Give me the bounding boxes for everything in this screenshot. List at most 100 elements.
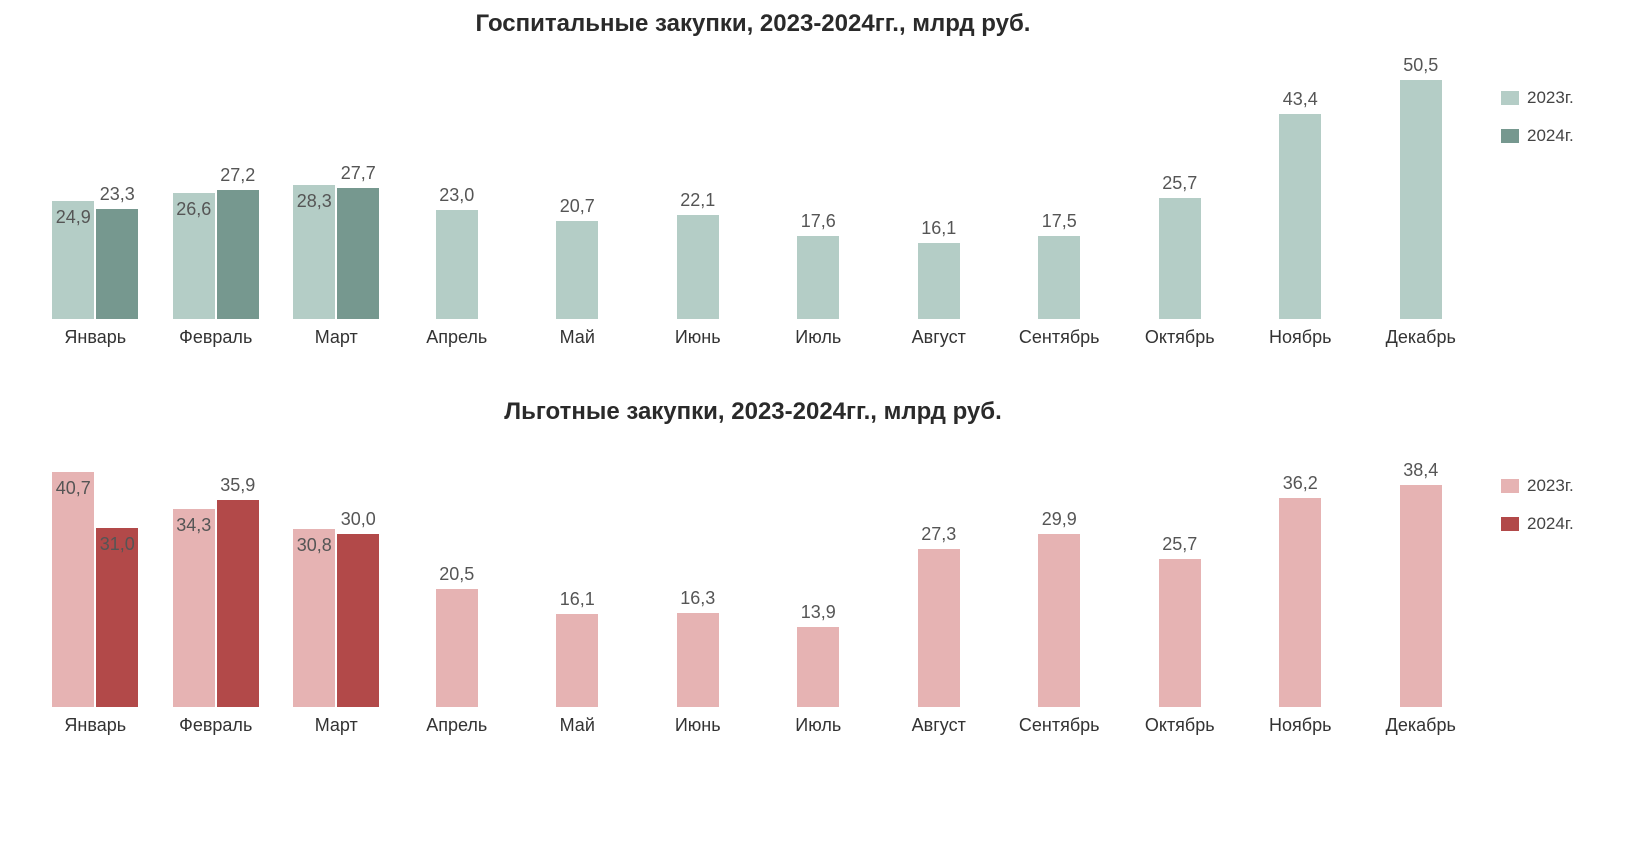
bar-series-1: 25,7: [1159, 198, 1201, 319]
month-label: Май: [560, 327, 595, 348]
bar-series-2: 27,7: [337, 188, 379, 319]
bar-value-label: 38,4: [1403, 460, 1438, 481]
bar-series-1: 16,3: [677, 613, 719, 707]
bar-value-label: 25,7: [1162, 173, 1197, 194]
bar-series-1: 16,1: [918, 243, 960, 319]
bar-value-label: 23,3: [100, 184, 135, 205]
bar-series-1: 34,3: [173, 509, 215, 707]
bar-value-label: 20,7: [560, 196, 595, 217]
legend-swatch: [1501, 517, 1519, 531]
bar-value-label: 24,9: [56, 207, 91, 228]
plot-area: 24,9 23,3 Январь 26,627,2 Февраль 28,327,7 Мар…: [30, 58, 1486, 348]
month-label: Март: [315, 327, 358, 348]
chart-body: 40,731,0Январь34,335,9Февраль30,830,0Мар…: [30, 446, 1596, 736]
bar-series-1: 17,5: [1038, 236, 1080, 319]
bar-value-label: 29,9: [1042, 509, 1077, 530]
bars-wrap: 29,9: [1038, 447, 1080, 707]
legend-swatch: [1501, 129, 1519, 143]
plot-area: 40,731,0Январь34,335,9Февраль30,830,0Мар…: [30, 446, 1486, 736]
chart-title: Госпитальные закупки, 2023-2024гг., млрд…: [30, 10, 1596, 38]
bar-value-label: 30,8: [297, 535, 332, 556]
month-label: Июнь: [675, 327, 721, 348]
bar-value-label: 36,2: [1283, 473, 1318, 494]
bars-wrap: 23,0: [436, 59, 478, 319]
month-group: 20,7 Май: [517, 59, 638, 348]
bar-series-1: 43,4: [1279, 114, 1321, 319]
legend: 2023г. 2024г.: [1486, 446, 1596, 552]
bars-wrap: 28,327,7: [293, 59, 379, 319]
legend-item: 2024г.: [1501, 514, 1596, 534]
bar-value-label: 13,9: [801, 602, 836, 623]
month-label: Декабрь: [1386, 327, 1456, 348]
bars-wrap: 34,3 35,9: [173, 447, 259, 707]
month-label: Июнь: [675, 715, 721, 736]
bar-series-1: 20,7: [556, 221, 598, 319]
month-group: 36,2Ноябрь: [1240, 447, 1361, 736]
bars-wrap: 40,7 31,0: [52, 447, 138, 707]
legend-label: 2024г.: [1527, 126, 1574, 146]
month-group: 34,335,9Февраль: [156, 447, 277, 736]
bar-series-1: 16,1: [556, 614, 598, 707]
month-group: 25,7Октябрь: [1120, 447, 1241, 736]
month-label: Апрель: [426, 715, 487, 736]
bar-series-1: 29,9: [1038, 534, 1080, 707]
bar-value-label: 28,3: [297, 191, 332, 212]
bars-wrap: 25,7: [1159, 447, 1201, 707]
bar-value-label: 43,4: [1283, 89, 1318, 110]
bar-value-label: 27,2: [220, 165, 255, 186]
month-group: 27,3Август: [879, 447, 1000, 736]
bar-series-2: 35,9: [217, 500, 259, 707]
month-group: 17,6Июль: [758, 59, 879, 348]
month-label: Февраль: [179, 327, 252, 348]
month-label: Декабрь: [1386, 715, 1456, 736]
bar-value-label: 50,5: [1403, 55, 1438, 76]
bar-series-1: 50,5: [1400, 80, 1442, 319]
bars-wrap: 26,627,2: [173, 59, 259, 319]
chart-0: Госпитальные закупки, 2023-2024гг., млрд…: [30, 10, 1596, 348]
legend-label: 2024г.: [1527, 514, 1574, 534]
bar-series-1: 28,3: [293, 185, 335, 319]
bar-series-1: 30,8: [293, 529, 335, 707]
chart-title: Льготные закупки, 2023-2024гг., млрд руб…: [30, 398, 1596, 426]
month-label: Март: [315, 715, 358, 736]
month-group: 13,9Июль: [758, 447, 879, 736]
legend-swatch: [1501, 91, 1519, 105]
bar-series-1: 20,5: [436, 589, 478, 707]
bars-wrap: 38,4: [1400, 447, 1442, 707]
bar-series-1: 17,6: [797, 236, 839, 319]
bars-wrap: 17,5: [1038, 59, 1080, 319]
bar-value-label: 40,7: [56, 478, 91, 499]
month-group: 16,1Август: [879, 59, 1000, 348]
bar-value-label: 16,1: [560, 589, 595, 610]
bar-value-label: 30,0: [341, 509, 376, 530]
bar-series-1: 25,7: [1159, 559, 1201, 707]
legend-item: 2023г.: [1501, 476, 1596, 496]
bars-wrap: 50,5: [1400, 59, 1442, 319]
chart-1: Льготные закупки, 2023-2024гг., млрд руб…: [30, 398, 1596, 736]
bars-wrap: 36,2: [1279, 447, 1321, 707]
bar-value-label: 31,0: [100, 534, 135, 555]
month-group: 29,9Сентябрь: [999, 447, 1120, 736]
bar-series-1: 23,0: [436, 210, 478, 319]
bar-value-label: 23,0: [439, 185, 474, 206]
bars-wrap: 25,7: [1159, 59, 1201, 319]
legend-swatch: [1501, 479, 1519, 493]
month-group: 22,1 Июнь: [638, 59, 759, 348]
bars-wrap: 24,9 23,3: [52, 59, 138, 319]
bar-series-1: 26,6: [173, 193, 215, 319]
bar-value-label: 22,1: [680, 190, 715, 211]
month-label: Май: [560, 715, 595, 736]
bar-value-label: 34,3: [176, 515, 211, 536]
legend-label: 2023г.: [1527, 476, 1574, 496]
bar-series-1: 27,3: [918, 549, 960, 707]
month-group: 40,731,0Январь: [35, 447, 156, 736]
month-group: 16,1 Май: [517, 447, 638, 736]
month-label: Январь: [64, 327, 126, 348]
bar-series-2: 27,2: [217, 190, 259, 319]
month-label: Сентябрь: [1019, 327, 1100, 348]
month-label: Ноябрь: [1269, 327, 1331, 348]
month-group: 26,627,2 Февраль: [156, 59, 277, 348]
bar-value-label: 20,5: [439, 564, 474, 585]
month-group: 30,8 30,0 Март: [276, 447, 397, 736]
bar-value-label: 16,3: [680, 588, 715, 609]
